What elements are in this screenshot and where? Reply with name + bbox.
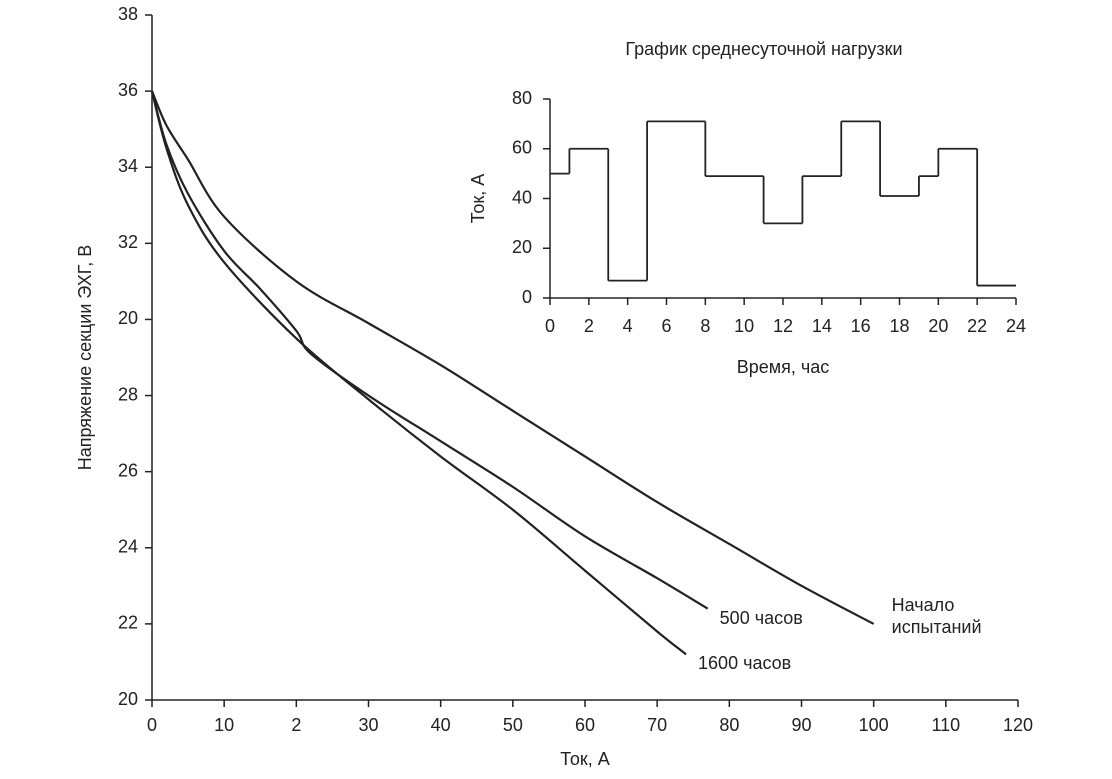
y-tick-label: 22	[118, 613, 138, 633]
x-tick-label: 6	[661, 316, 671, 336]
y-tick-label: 24	[118, 537, 138, 557]
y-tick-label: 26	[118, 460, 138, 480]
x-tick-label: 10	[734, 316, 754, 336]
x-tick-label: 8	[700, 316, 710, 336]
y-tick-label: 32	[118, 232, 138, 252]
series-line	[150, 90, 709, 610]
x-tick-label: 16	[851, 316, 871, 336]
y-tick-label: 34	[118, 156, 138, 176]
inset-title: График среднесуточной нагрузки	[625, 39, 902, 59]
series-line	[150, 90, 875, 625]
y-tick-label: 38	[118, 4, 138, 24]
x-tick-label: 12	[773, 316, 793, 336]
x-axis-label: Время, час	[737, 357, 830, 377]
y-tick-label: 80	[512, 88, 532, 108]
y-tick-label: 20	[118, 308, 138, 328]
x-tick-label: 120	[1003, 715, 1033, 735]
series-label: Начало испытаний	[891, 594, 982, 637]
x-tick-label: 2	[584, 316, 594, 336]
series-label: 500 часов	[719, 607, 803, 628]
y-tick-label: 36	[118, 80, 138, 100]
y-tick-label: 20	[512, 237, 532, 257]
y-tick-label: 28	[118, 384, 138, 404]
x-tick-label: 24	[1006, 316, 1026, 336]
x-tick-label: 14	[812, 316, 832, 336]
x-tick-label: 60	[575, 715, 595, 735]
x-tick-label: 30	[358, 715, 378, 735]
y-tick-label: 40	[512, 187, 532, 207]
y-axis-label: Ток, А	[468, 174, 488, 223]
x-tick-label: 90	[791, 715, 811, 735]
x-tick-label: 2	[291, 715, 301, 735]
y-tick-label: 20	[118, 689, 138, 709]
x-tick-label: 70	[647, 715, 667, 735]
x-tick-label: 10	[214, 715, 234, 735]
y-tick-label: 60	[512, 138, 532, 158]
y-tick-label: 0	[522, 287, 532, 307]
x-tick-label: 20	[928, 316, 948, 336]
x-tick-label: 0	[545, 316, 555, 336]
x-tick-label: 4	[623, 316, 633, 336]
series-label: 1600 часов	[698, 653, 792, 674]
x-axis-label: Ток, А	[560, 749, 609, 769]
x-tick-label: 40	[431, 715, 451, 735]
series-line	[150, 90, 687, 656]
x-tick-label: 110	[931, 715, 960, 735]
y-axis-label: Напряжение секции ЭХГ, В	[75, 245, 95, 471]
x-tick-label: 50	[503, 715, 523, 735]
x-tick-label: 22	[967, 316, 987, 336]
x-tick-label: 0	[147, 715, 157, 735]
x-tick-label: 100	[859, 715, 889, 735]
x-tick-label: 18	[889, 316, 909, 336]
x-tick-label: 80	[719, 715, 739, 735]
